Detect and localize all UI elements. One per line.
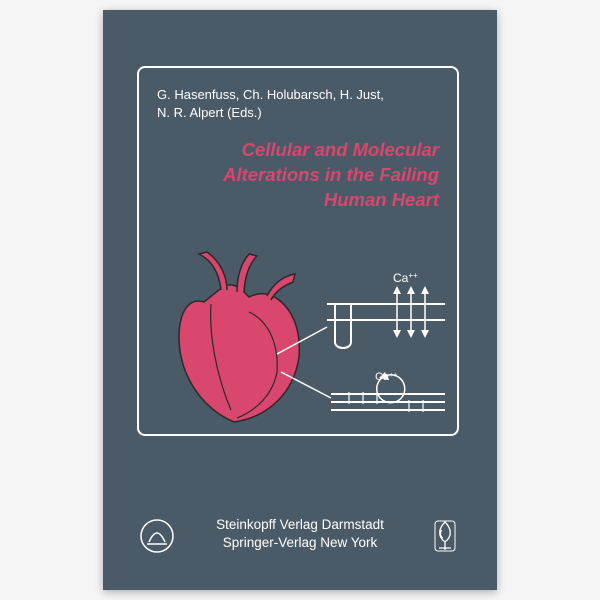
editors-block: G. Hasenfuss, Ch. Holubarsch, H. Just, N… <box>157 86 439 121</box>
publisher-line-1: Steinkopff Verlag Darmstadt <box>216 517 384 532</box>
title-line-1: Cellular and Molecular <box>242 139 439 160</box>
content-panel: G. Hasenfuss, Ch. Holubarsch, H. Just, N… <box>137 66 459 436</box>
book-title: Cellular and Molecular Alterations in th… <box>223 138 439 213</box>
heart-icon <box>179 252 299 422</box>
book-cover: G. Hasenfuss, Ch. Holubarsch, H. Just, N… <box>103 10 497 590</box>
membrane-diagram-top <box>327 286 445 348</box>
title-line-3: Human Heart <box>324 189 439 210</box>
ca-label-bottom: Ca++ <box>375 371 397 383</box>
springer-logo-icon <box>429 518 461 554</box>
ca-label-top: Ca++ <box>393 271 418 285</box>
editors-line-1: G. Hasenfuss, Ch. Holubarsch, H. Just, <box>157 87 384 102</box>
publisher-line-2: Springer-Verlag New York <box>223 535 378 550</box>
editors-line-2: N. R. Alpert (Eds.) <box>157 105 262 120</box>
title-line-2: Alterations in the Failing <box>223 164 439 185</box>
heart-diagram: Ca++ Ca++ <box>149 242 449 432</box>
